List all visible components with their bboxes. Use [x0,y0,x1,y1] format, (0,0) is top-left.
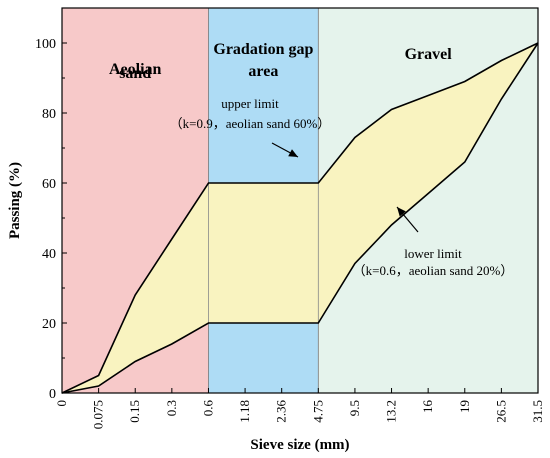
annotation-arrow-head-0 [288,149,298,157]
x-tick-label-9: 13.2 [384,400,399,423]
x-tick-label-4: 0.6 [200,400,215,417]
lines-layer [61,42,539,394]
x-tick-label-10: 16 [420,400,435,414]
y-tick-label-2: 40 [42,247,56,262]
plot-frame [61,7,539,394]
x-tick-label-1: 0.075 [91,400,106,429]
x-tick-label-11: 19 [457,400,472,413]
x-tick-label-8: 9.5 [347,400,362,416]
y-tick-label-4: 80 [42,107,56,122]
x-tick-label-12: 26.5 [493,400,508,423]
region-label-0-1: sand [119,65,151,82]
x-tick-label-3: 0.3 [164,400,179,416]
x-tick-label-2: 0.15 [127,400,142,423]
x-tick-label-5: 1.18 [237,400,252,423]
region-label-1-1: area [248,63,278,80]
envelope-layer [62,43,538,393]
y-axis-label: Passing (%) [7,162,23,239]
series-line-lower [61,42,539,394]
y-tick-label-0: 0 [49,387,56,402]
x-tick-label-7: 4.75 [310,400,325,423]
x-tick-label-13: 31.5 [530,400,545,423]
annotation-1-line-0: lower limit [404,246,462,261]
y-tick-label-5: 100 [35,37,56,52]
region-label-1-0: Gradation gap [213,41,313,58]
annotation-0-line-1: （k=0.9，aeolian sand 60%） [170,116,331,131]
x-axis-label: Sieve size (mm) [250,437,349,453]
annotation-0-line-0: upper limit [221,96,279,111]
x-tick-label-6: 2.36 [274,400,289,423]
y-tick-label-1: 20 [42,317,56,332]
gradation-envelope [62,43,538,393]
region-label-2-0: Gravel [405,46,453,63]
axes-layer: 0 20 40 60 80 100 0 0.075 0.15 0.3 0.6 1.18 2.36 4.75… [35,7,545,429]
region-label-0-0: Aeolian [109,61,162,78]
y-tick-label-3: 60 [42,177,56,192]
series-line-upper [61,42,539,394]
annotation-1-line-1: （k=0.6，aeolian sand 20%） [353,263,514,278]
annotation-arrow-head-1 [397,207,406,217]
x-tick-label-0: 0 [54,400,69,407]
